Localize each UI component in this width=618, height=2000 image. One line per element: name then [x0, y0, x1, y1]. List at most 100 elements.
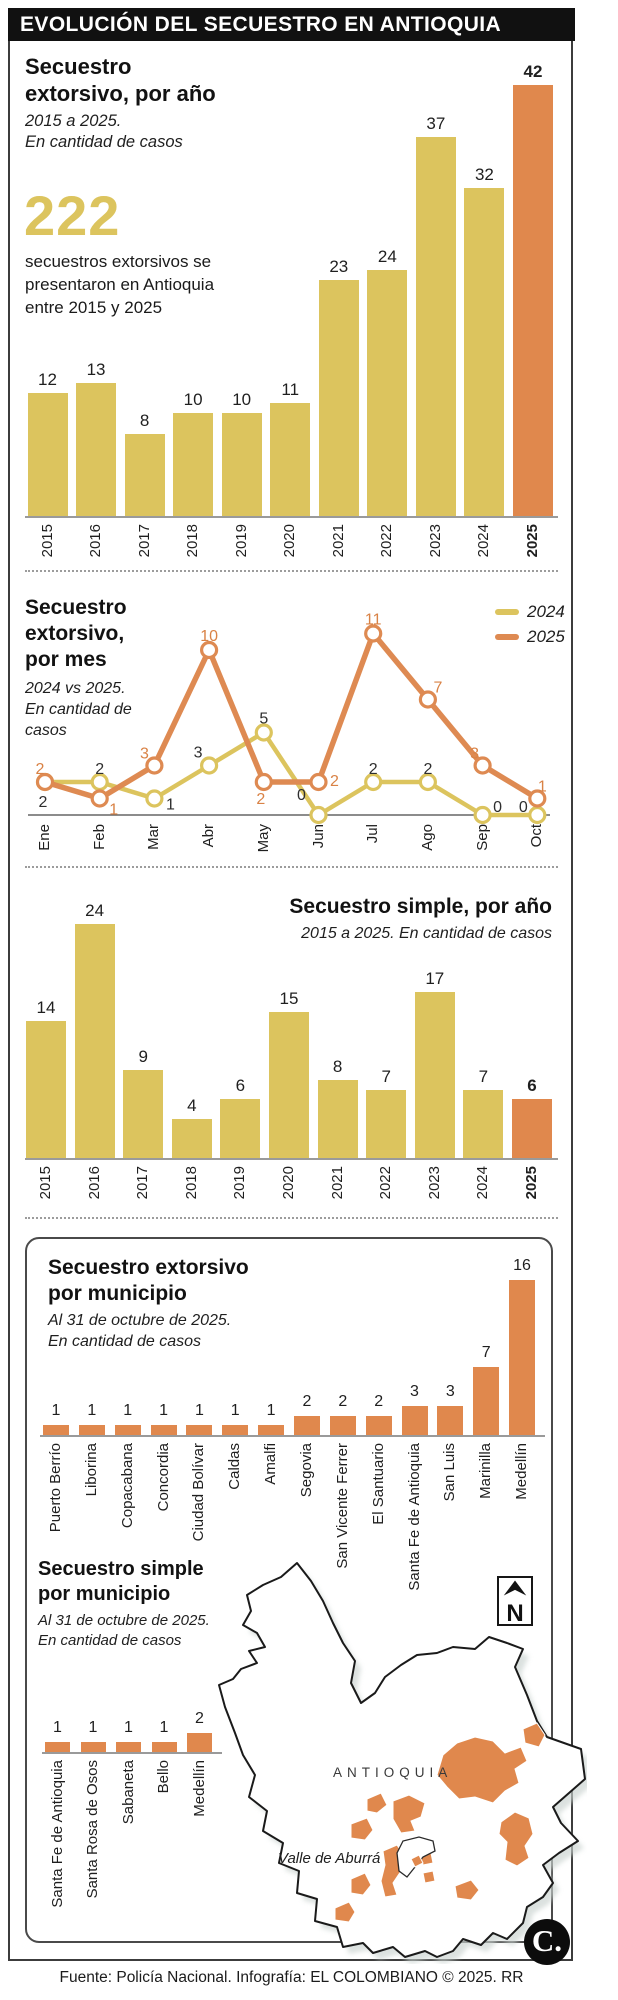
- antioquia-map: ANTIOQUIA Valle de Aburrá: [218, 1562, 587, 1964]
- point-value-label: 0: [297, 787, 306, 804]
- bar-value-label: 1: [159, 1719, 169, 1736]
- legend-item-2024: 2024: [495, 602, 565, 622]
- series-line-2025: [44, 630, 539, 802]
- chart1-subtitle-line1: 2015 a 2025.: [25, 112, 122, 130]
- bar-value-label: 2: [302, 1393, 312, 1410]
- chart4-subtitle-line2: En cantidad de casos: [48, 1333, 201, 1350]
- bar: [463, 1090, 504, 1158]
- month-label: May: [254, 824, 272, 853]
- big-number-caption-line3: entre 2015 y 2025: [25, 298, 163, 317]
- bar-category-label: 2020: [280, 1166, 297, 1200]
- chart2-subtitle-line3: casos: [25, 722, 67, 739]
- chart5-subtitle-line2: En cantidad de casos: [38, 1632, 182, 1649]
- chart5-title-line1: Secuestro simple: [38, 1558, 204, 1580]
- bar: [26, 1021, 66, 1158]
- chart5-subtitle-line1: Al 31 de octubre de 2025.: [38, 1612, 210, 1629]
- bar-value-label: 15: [279, 989, 299, 1008]
- municipality-patch: [498, 1811, 534, 1867]
- month-label: Jun: [309, 824, 327, 849]
- bar-category-label: Bello: [155, 1760, 172, 1794]
- big-number-caption-line2: presentaron en Antioquia: [25, 275, 215, 294]
- bar-value-label: 1: [194, 1402, 204, 1419]
- bar: [78, 1425, 105, 1435]
- source-credit: Fuente: Policía Nacional. Infografía: EL…: [59, 1969, 524, 1986]
- bar-category-label: Medellín: [513, 1443, 531, 1500]
- bar-category-label: Puerto Berrío: [47, 1443, 64, 1533]
- data-point-2024: [364, 772, 383, 792]
- data-point-2024: [309, 805, 328, 825]
- month-label: Mar: [145, 824, 163, 850]
- bar: [74, 924, 115, 1158]
- data-point-2025: [35, 772, 55, 792]
- chart1-subtitle-line2: En cantidad de casos: [25, 133, 183, 151]
- bar-value-label: 7: [481, 1344, 491, 1361]
- municipality-patch: [334, 1901, 356, 1923]
- bar-category-label: Concordia: [154, 1443, 172, 1512]
- bar-category-label: El Santuario: [369, 1443, 387, 1525]
- month-label: Feb: [90, 824, 108, 850]
- month-label: Jul: [364, 824, 382, 844]
- bar: [329, 1416, 356, 1435]
- bar-value-label: 42: [523, 62, 543, 81]
- north-letter: N: [506, 1600, 524, 1627]
- municipality-patch: [350, 1817, 374, 1841]
- bar-category-label: Copacabana: [118, 1443, 136, 1529]
- legend-swatch-2024: [495, 609, 519, 615]
- axis-line: [25, 516, 558, 518]
- bar-value-label: 8: [139, 411, 150, 430]
- logo-letter: C.: [531, 1923, 563, 1958]
- bar-value-label: 6: [235, 1076, 246, 1095]
- bar: [318, 280, 359, 516]
- bar-value-label: 1: [88, 1719, 98, 1736]
- bar: [150, 1425, 177, 1435]
- point-value-label: 3: [140, 746, 149, 763]
- data-point-2024: [473, 805, 492, 825]
- municipality-patch: [366, 1792, 388, 1814]
- bar: [80, 1742, 106, 1752]
- point-value-label: 2: [423, 761, 432, 778]
- bar-value-label: 32: [474, 165, 494, 184]
- point-value-label: 2: [39, 794, 48, 811]
- bar: [367, 270, 408, 516]
- bar-category-label: Medellín: [190, 1760, 208, 1817]
- bar-category-label: 2018: [182, 1166, 200, 1200]
- bar-value-label: 11: [281, 380, 300, 399]
- point-value-label: 0: [519, 799, 528, 816]
- bar: [27, 393, 68, 516]
- point-value-label: 2: [330, 773, 339, 790]
- bar-category-label: 2021: [329, 524, 347, 558]
- bar-value-label: 1: [123, 1402, 133, 1419]
- legend-label-2025: 2025: [527, 627, 565, 646]
- point-value-label: 1: [538, 779, 547, 796]
- section-separator: [25, 1217, 558, 1219]
- data-point-2025: [200, 640, 219, 660]
- data-point-2025: [145, 756, 164, 775]
- bar: [270, 403, 311, 516]
- bar: [222, 1425, 249, 1435]
- municipality-patch: [392, 1794, 426, 1834]
- bar-value-label: 1: [53, 1719, 62, 1736]
- bar-category-label: Liborina: [82, 1443, 100, 1497]
- legend-label-2024: 2024: [527, 602, 565, 621]
- bar-value-label: 7: [478, 1067, 489, 1086]
- bar-category-label: Santa Fe de Antioquia: [48, 1760, 66, 1908]
- bar: [76, 383, 117, 516]
- bar-category-label: 2018: [184, 524, 202, 558]
- chart5-title-line2: por municipio: [38, 1583, 171, 1605]
- chart3-title: Secuestro simple, por año: [289, 895, 552, 918]
- municipality-patch: [454, 1879, 480, 1901]
- data-point-2024: [145, 789, 164, 808]
- bar-category-label: 2024: [475, 524, 493, 558]
- municipality-patch: [410, 1854, 424, 1868]
- data-point-2025: [528, 789, 547, 808]
- bar-value-label: 2: [374, 1393, 384, 1410]
- chart4-subtitle-line1: Al 31 de octubre de 2025.: [48, 1312, 232, 1329]
- chart1-title-line2: extorsivo, por año: [25, 81, 216, 106]
- municipality-patch: [522, 1722, 546, 1748]
- bar-value-label: 1: [230, 1402, 240, 1419]
- bar-category-label: Sabaneta: [119, 1760, 137, 1825]
- bar: [124, 434, 165, 516]
- point-value-label: 3: [194, 745, 203, 762]
